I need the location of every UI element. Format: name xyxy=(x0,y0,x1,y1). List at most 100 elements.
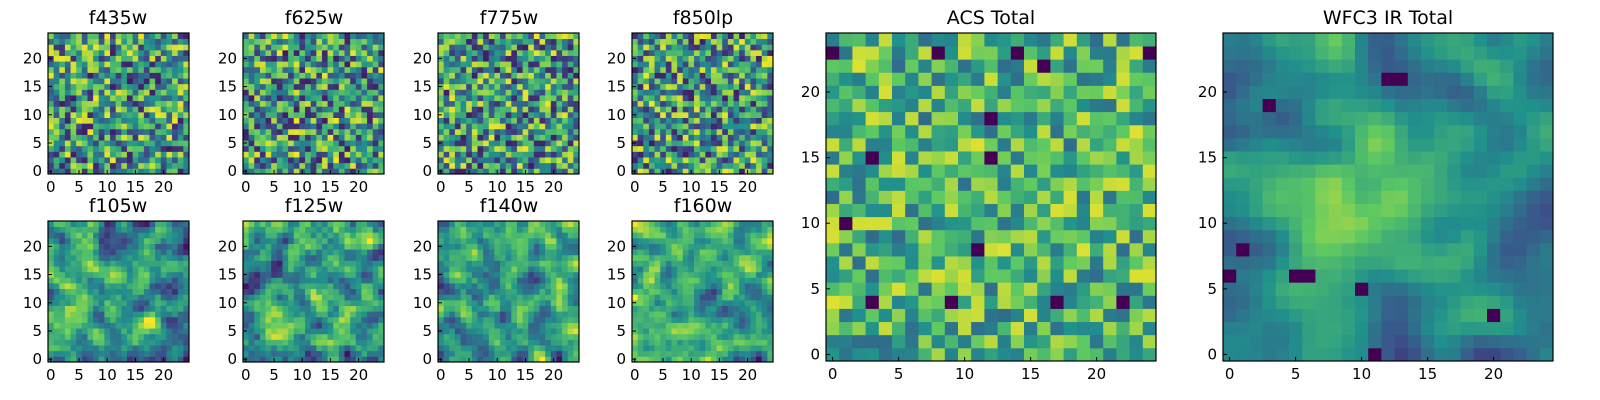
heatmap-cell xyxy=(528,106,535,113)
heatmap-cell xyxy=(333,328,340,335)
heatmap-cell xyxy=(722,38,729,45)
heatmap-cell xyxy=(677,266,684,273)
heatmap-cell xyxy=(333,277,340,284)
heatmap-cell xyxy=(533,106,540,113)
heatmap-cell xyxy=(265,33,272,40)
heatmap-cell xyxy=(454,111,461,118)
heatmap-cell xyxy=(500,237,507,244)
heatmap-cell xyxy=(643,61,650,68)
heatmap-cell xyxy=(533,49,540,56)
heatmap-cell xyxy=(705,260,712,267)
heatmap-cell xyxy=(132,157,139,164)
heatmap-cell xyxy=(545,106,552,113)
heatmap-cell xyxy=(443,162,450,169)
heatmap-cell xyxy=(310,299,317,306)
heatmap-cell xyxy=(677,283,684,290)
heatmap-cell xyxy=(259,145,266,152)
heatmap-cell xyxy=(265,288,272,295)
heatmap-cell xyxy=(756,328,763,335)
heatmap-cell xyxy=(488,111,495,118)
heatmap-cell xyxy=(438,294,445,301)
heatmap-cell xyxy=(500,221,507,228)
heatmap-cell xyxy=(688,162,695,169)
heatmap-cell xyxy=(500,249,507,256)
heatmap-cell xyxy=(350,288,357,295)
heatmap-cell xyxy=(265,123,272,130)
heatmap-cell xyxy=(505,260,512,267)
heatmap-cell xyxy=(110,33,117,40)
heatmap-cell xyxy=(660,83,667,90)
heatmap-cell xyxy=(70,49,77,56)
heatmap-cell xyxy=(511,151,518,158)
heatmap-cell xyxy=(344,128,351,135)
heatmap-cell xyxy=(333,299,340,306)
heatmap-cell xyxy=(93,157,100,164)
y-tick-label: 0 xyxy=(422,350,432,368)
heatmap-cell xyxy=(104,345,111,352)
heatmap-cell xyxy=(243,78,250,85)
heatmap-cell xyxy=(454,356,461,363)
heatmap-cell xyxy=(443,221,450,228)
heatmap-cell xyxy=(355,89,362,96)
heatmap-cell xyxy=(677,151,684,158)
heatmap-cell xyxy=(488,328,495,335)
heatmap-cell xyxy=(76,328,83,335)
heatmap-cell xyxy=(750,311,757,318)
heatmap-cell xyxy=(378,260,385,267)
heatmap-cell xyxy=(539,283,546,290)
heatmap-cell xyxy=(166,66,173,73)
heatmap-cell xyxy=(632,316,639,323)
heatmap-cell xyxy=(710,356,717,363)
panel-title: f850lp xyxy=(673,7,733,29)
heatmap-cell xyxy=(466,305,473,312)
heatmap-cell xyxy=(545,72,552,79)
heatmap-cell xyxy=(121,61,128,68)
heatmap-cell xyxy=(299,254,306,261)
heatmap-cell xyxy=(660,316,667,323)
heatmap-cell xyxy=(460,111,467,118)
heatmap-cell xyxy=(710,151,717,158)
heatmap-cell xyxy=(177,55,184,62)
heatmap-cell xyxy=(327,266,334,273)
heatmap-cell xyxy=(665,83,672,90)
heatmap-cell xyxy=(248,237,255,244)
heatmap-cell xyxy=(143,277,150,284)
heatmap-cell xyxy=(282,117,289,124)
heatmap-cell xyxy=(699,157,706,164)
heatmap-cell xyxy=(460,33,467,40)
heatmap-cell xyxy=(355,294,362,301)
heatmap-cell xyxy=(355,157,362,164)
heatmap-cell xyxy=(59,243,66,250)
heatmap-cell xyxy=(372,266,379,273)
heatmap-cell xyxy=(562,254,569,261)
heatmap-cell xyxy=(350,237,357,244)
heatmap-cell xyxy=(567,271,574,278)
heatmap-cell xyxy=(733,140,740,147)
heatmap-cell xyxy=(350,38,357,45)
heatmap-cell xyxy=(477,49,484,56)
heatmap-cell xyxy=(466,322,473,329)
heatmap-cell xyxy=(556,162,563,169)
heatmap-cell xyxy=(648,356,655,363)
heatmap-cell xyxy=(138,221,145,228)
heatmap-cell xyxy=(98,95,105,102)
heatmap-cell xyxy=(477,328,484,335)
heatmap-cell xyxy=(528,162,535,169)
heatmap-cell xyxy=(648,44,655,51)
heatmap-cell xyxy=(59,316,66,323)
heatmap-cell xyxy=(338,78,345,85)
heatmap-cell xyxy=(483,111,490,118)
heatmap-cell xyxy=(654,38,661,45)
heatmap-cell xyxy=(637,266,644,273)
heatmap-cell xyxy=(299,260,306,267)
heatmap-cell xyxy=(372,55,379,62)
heatmap-cell xyxy=(76,100,83,107)
heatmap-cell xyxy=(494,305,501,312)
heatmap-cell xyxy=(556,305,563,312)
heatmap-cell xyxy=(533,38,540,45)
heatmap-cell xyxy=(59,271,66,278)
heatmap-cell xyxy=(64,345,71,352)
heatmap-cell xyxy=(81,145,88,152)
heatmap-cell xyxy=(471,106,478,113)
heatmap-cell xyxy=(660,111,667,118)
